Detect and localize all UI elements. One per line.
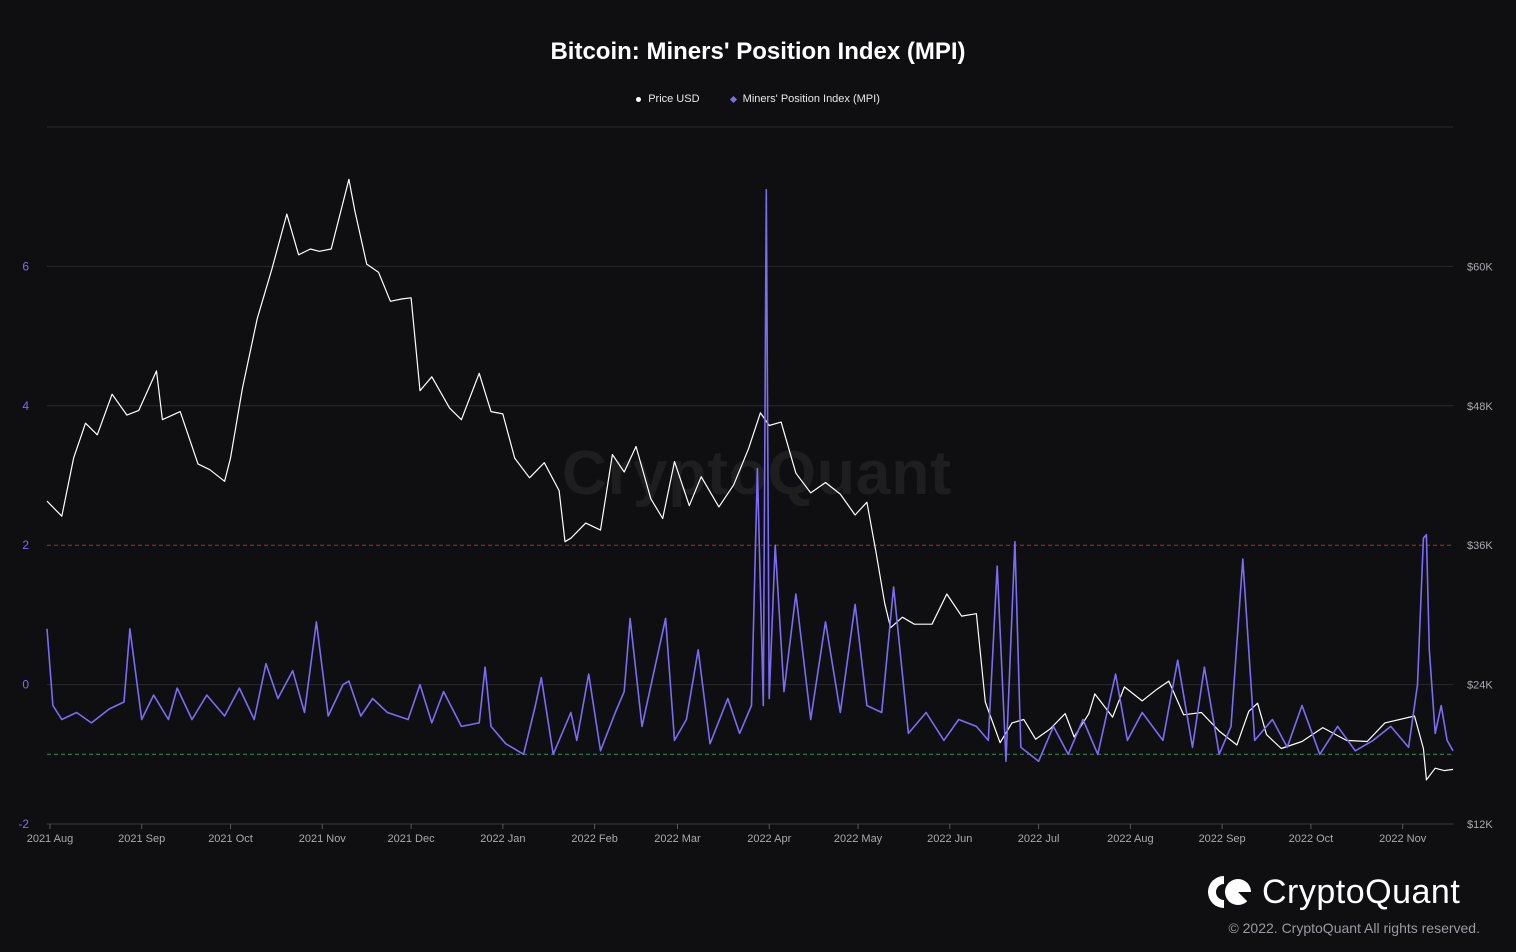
grid-lines [47,126,1453,825]
legend-label-mpi: Miners' Position Index (MPI) [742,93,880,105]
x-tick-label: 2022 Aug [1107,833,1154,845]
x-tick-label: 2021 Nov [299,833,347,845]
left-tick-label: -2 [18,817,29,831]
x-axis-ticks: 2021 Aug 2021 Sep 2021 Oct 2021 Nov 2021 Dec… [27,824,1427,845]
x-tick-label: 2021 Dec [388,833,436,845]
x-tick-label: 2021 Sep [118,833,165,845]
right-axis-ticks: $60K $48K $36K $24K $12K [1467,261,1493,831]
x-tick-label: 2022 Jun [927,833,972,845]
chart-title: Bitcoin: Miners' Position Index (MPI) [550,38,966,65]
left-tick-label: 6 [22,259,29,273]
series-lines [46,178,1454,781]
right-tick-label: $24K [1467,680,1493,692]
price-usd-line[interactable] [46,178,1454,781]
right-tick-label: $48K [1467,401,1493,413]
x-tick-label: 2022 Oct [1289,833,1334,845]
x-tick-label: 2022 Nov [1379,833,1427,845]
x-tick-label: 2022 Sep [1199,833,1246,845]
cryptoquant-logo-icon [1208,876,1251,908]
legend-item-mpi[interactable]: Miners' Position Index (MPI) [729,93,880,105]
copyright-text: © 2022. CryptoQuant All rights reserved. [1228,920,1480,936]
chart-legend: Price USD Miners' Position Index (MPI) [0,93,1516,105]
brand: CryptoQuant [1206,870,1460,914]
legend-label-price: Price USD [648,93,700,105]
right-tick-label: $60K [1467,261,1493,273]
x-tick-label: 2021 Aug [27,833,74,845]
x-tick-label: 2022 Jan [480,833,525,845]
right-tick-label: $36K [1467,540,1493,552]
left-tick-label: 2 [22,538,29,552]
left-tick-label: 0 [22,678,29,692]
x-tick-label: 2022 Apr [747,833,791,845]
left-tick-label: 4 [22,399,29,413]
brand-name: CryptoQuant [1262,872,1461,911]
x-tick-label: 2022 Jul [1018,833,1060,845]
left-axis-ticks: 6 4 2 0 -2 [18,259,29,831]
x-tick-label: 2021 Oct [208,833,253,845]
x-tick-label: 2022 May [834,833,883,845]
right-tick-label: $12K [1467,819,1493,831]
x-tick-label: 2022 Mar [654,833,701,845]
legend-item-price[interactable]: Price USD [636,93,700,105]
mpi-line[interactable] [46,188,1454,763]
legend-dot-icon [636,96,642,102]
x-tick-label: 2022 Feb [571,833,617,845]
